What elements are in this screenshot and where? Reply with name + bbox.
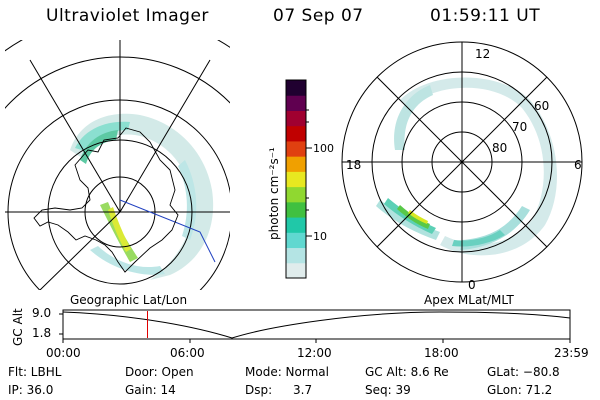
- mode-readout: Mode: Normal: [245, 365, 329, 379]
- altitude-curve: [62, 311, 571, 339]
- gc-alt-readout: GC Alt: 8.6 Re: [365, 365, 449, 379]
- colorbar-tick-label-100: 100: [313, 142, 334, 155]
- colorbar-segment: [286, 217, 306, 233]
- geographic-aurora-emission: [70, 113, 214, 280]
- door-readout: Door: Open: [125, 365, 194, 379]
- timeline-y-tick-min: 1.8: [32, 326, 52, 340]
- seq-readout: Seq: 39: [365, 383, 411, 397]
- timeline-frame: [62, 309, 571, 340]
- apex-mlt-lines: [342, 42, 582, 282]
- timeline-x-tick-2: 12:00: [297, 346, 332, 360]
- geographic-map-view: [5, 40, 230, 290]
- lat-label-70: 70: [512, 120, 527, 134]
- colorbar-segment: [286, 232, 306, 249]
- glon-readout: GLon: 71.2: [487, 383, 553, 397]
- colorbar-segment: [286, 186, 306, 203]
- coastline: [33, 127, 179, 273]
- instrument-title: Ultraviolet Imager: [46, 6, 209, 26]
- ip-readout: IP: 36.0: [8, 383, 54, 397]
- colorbar-segment: [286, 171, 306, 188]
- geographic-longitude-lines: [5, 40, 230, 290]
- apex-polar-view: 12 18 6 0 80 70 60: [341, 41, 583, 292]
- color-scale-frame: [285, 79, 307, 279]
- timeline-left-caption: Geographic Lat/Lon: [70, 293, 188, 307]
- timeline-x-ticks: [62, 339, 571, 343]
- date-label: 07 Sep 07: [273, 6, 364, 26]
- mlt-label-midnight: 0: [468, 278, 476, 292]
- time-label: 01:59:11 UT: [430, 6, 541, 26]
- filter-readout: Flt: LBHL: [8, 365, 62, 379]
- colorbar-segment: [286, 247, 306, 264]
- colorbar-segment: [286, 140, 306, 157]
- lat-label-80: 80: [492, 141, 507, 155]
- colorbar-segment: [286, 156, 306, 172]
- glat-readout: GLat: −80.8: [487, 365, 560, 379]
- timeline-y-tick-max: 9.0: [32, 306, 52, 320]
- altitude-timeline: GC Alt: [11, 308, 571, 346]
- colorbar-segment: [286, 95, 306, 111]
- mlt-label-dusk: 18: [346, 158, 361, 172]
- colorbar-segment: [286, 201, 306, 218]
- timeline-axis-label: GC Alt: [11, 308, 25, 346]
- colorbar-segment: [286, 125, 306, 142]
- timeline-right-caption: Apex MLat/MLT: [424, 293, 514, 307]
- timeline-x-tick-3: 18:00: [424, 346, 459, 360]
- dsp-value: 3.7: [293, 383, 313, 397]
- color-scale-bar: [286, 80, 306, 279]
- timeline-x-tick-1: 06:00: [170, 346, 205, 360]
- colorbar-tick-label-10: 10: [313, 230, 327, 243]
- colorbar-unit-label: photon cm⁻²s⁻¹: [267, 147, 281, 240]
- gain-readout: Gain: 14: [125, 383, 176, 397]
- colorbar-segment: [286, 80, 306, 96]
- timeline-x-tick-0: 00:00: [46, 346, 81, 360]
- lat-label-60: 60: [534, 99, 549, 113]
- terminator-line: [119, 199, 216, 263]
- timeline-x-tick-4: 23:59: [554, 346, 589, 360]
- colorbar-segment: [286, 110, 306, 127]
- timeline-y-ticks: [59, 313, 63, 335]
- mlt-label-noon: 12: [475, 47, 490, 61]
- mlt-label-dawn: 6: [574, 158, 582, 172]
- dsp-label: Dsp:: [245, 383, 273, 397]
- colorbar-segment: [286, 262, 306, 279]
